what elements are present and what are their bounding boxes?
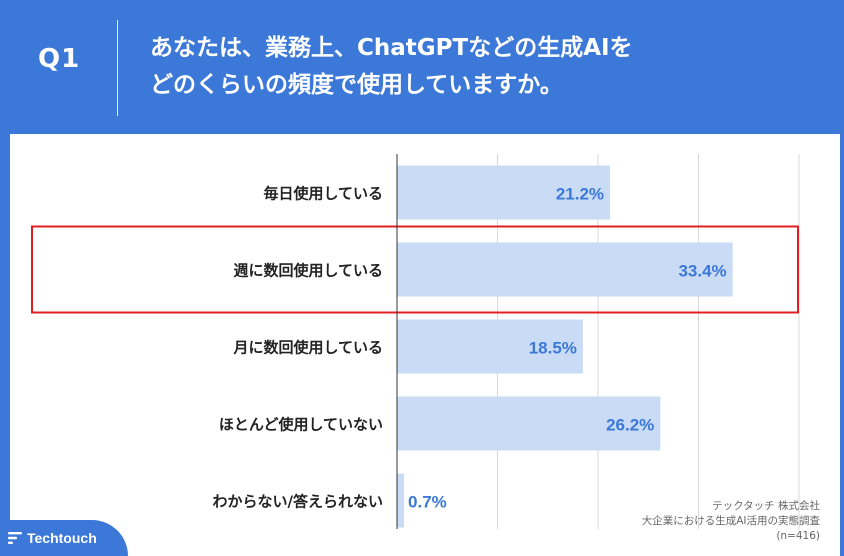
bar-chart: 毎日使用している 21.2% 週に数回使用している 33.4% 月に数回使用している 18… [31,154,800,529]
source-sample-size: (n=416) [776,530,820,542]
question-line-1: あなたは、業務上、ChatGPTなどの生成AIを [150,35,633,61]
brand-name: Techtouch [27,530,97,546]
highlight-box [31,225,799,314]
category-label: ほとんど使用していない [219,416,383,434]
bar [397,473,405,528]
bar [397,165,611,220]
question-number: Q1 [38,44,81,74]
chart-panel: 毎日使用している 21.2% 週に数回使用している 33.4% 月に数回使用している 18… [10,134,840,556]
category-label: 週に数回使用している [233,262,383,280]
value-label: 0.7% [408,493,447,512]
bar [397,242,733,297]
source-company: テックタッチ 株式会社 [712,500,820,512]
techtouch-logo: Techtouch [8,530,97,546]
category-label: 毎日使用している [263,185,383,203]
category-label: わからない/答えられない [213,493,383,511]
header: Q1 あなたは、業務上、ChatGPTなどの生成AIを どのくらいの頻度で使用し… [0,0,844,130]
bar [397,396,661,451]
question-text: あなたは、業務上、ChatGPTなどの生成AIを どのくらいの頻度で使用していま… [150,30,790,104]
bar [397,319,583,374]
techtouch-logo-icon [8,532,22,544]
source-note: テックタッチ 株式会社 大企業における生成AI活用の実態調査 (n=416) [642,499,820,544]
value-label: 21.2% [556,185,604,204]
value-label: 18.5% [529,339,577,358]
logo-tab [0,520,128,556]
header-divider [117,20,118,116]
value-label: 26.2% [606,416,654,435]
category-label: 月に数回使用している [232,339,383,357]
source-survey: 大企業における生成AI活用の実態調査 [641,515,820,527]
question-line-2: どのくらいの頻度で使用していますか。 [150,72,563,98]
value-label: 33.4% [678,262,726,281]
